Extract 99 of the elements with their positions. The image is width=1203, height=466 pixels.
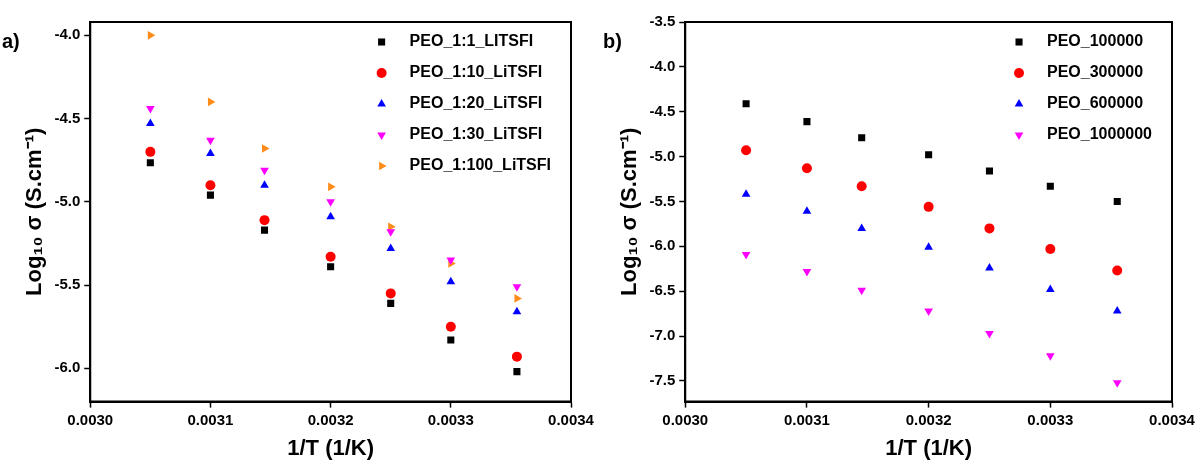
y-tick-label: -5.0 <box>649 146 676 164</box>
point <box>514 294 522 303</box>
legend-label: PEO_1:30_LiTSFI <box>409 125 543 143</box>
point <box>206 191 214 199</box>
point <box>326 211 335 220</box>
point <box>205 180 216 191</box>
point <box>924 242 933 250</box>
point <box>386 229 396 237</box>
point <box>1112 380 1122 388</box>
point <box>327 263 335 271</box>
point <box>1045 284 1055 292</box>
point <box>262 144 270 153</box>
x-tick-label: 0.0030 <box>67 410 114 428</box>
text: a) <box>2 29 20 52</box>
point <box>923 201 934 212</box>
x-tick-label: 0.0031 <box>783 410 830 428</box>
point <box>147 30 156 40</box>
point <box>512 284 522 292</box>
y-tick-label: -3.5 <box>649 12 676 30</box>
y-tick-label: -4.5 <box>649 101 676 119</box>
point <box>1113 197 1121 206</box>
point <box>741 145 752 156</box>
point <box>446 276 456 285</box>
y-tick-label: -4.0 <box>649 57 676 75</box>
legend-label: PEO_100000 <box>1047 32 1144 50</box>
y-tick-label: -5.0 <box>54 191 81 209</box>
point <box>857 287 867 296</box>
point <box>1045 244 1056 255</box>
legend-label: PEO_1:20_LiTSFI <box>409 94 543 112</box>
point <box>260 180 269 188</box>
point <box>924 308 933 316</box>
point <box>146 106 155 114</box>
legend-label: PEO_1:1_LITSFI <box>409 32 534 50</box>
point <box>1046 182 1054 190</box>
y-axis-title: Log₁₀ σ (S.cm⁻¹) <box>21 127 47 296</box>
point <box>858 134 866 142</box>
point <box>260 167 269 176</box>
y-tick-label: -5.5 <box>649 191 676 209</box>
point <box>146 118 155 127</box>
x-tick-label: 0.0034 <box>1149 410 1196 428</box>
x-tick-label: 0.0033 <box>1027 410 1074 428</box>
legend-label: PEO_1:10_LiTSFI <box>409 63 543 81</box>
point <box>387 299 395 307</box>
y-tick-label: -7.0 <box>649 326 676 344</box>
x-axis-title: 1/T (1/K) <box>885 434 973 460</box>
point <box>741 251 751 260</box>
point <box>207 97 216 107</box>
point <box>447 336 455 344</box>
y-tick-label: -6.5 <box>649 281 676 299</box>
x-tick-label: 0.0033 <box>427 410 474 428</box>
x-axis-title: 1/T (1/K) <box>287 434 375 460</box>
legend-label: PEO_1:100_LiTSFI <box>409 156 551 174</box>
legend-label: PEO_600000 <box>1047 94 1144 112</box>
point <box>985 330 994 339</box>
x-tick-label: 0.0032 <box>905 410 952 428</box>
point <box>206 137 215 146</box>
x-tick-label: 0.0034 <box>548 410 595 428</box>
point <box>1045 353 1055 361</box>
y-tick-label: -6.0 <box>649 236 676 254</box>
point <box>985 167 993 175</box>
point <box>259 215 270 226</box>
point <box>1112 265 1123 276</box>
y-tick-label: -7.5 <box>649 371 676 389</box>
point <box>742 100 750 108</box>
point <box>260 226 269 234</box>
point <box>925 151 933 159</box>
point <box>146 159 154 167</box>
y-tick-label: -4.5 <box>54 108 81 126</box>
point <box>512 306 522 315</box>
point <box>857 223 867 231</box>
point <box>985 262 994 271</box>
point <box>445 321 456 332</box>
x-tick-label: 0.0031 <box>187 410 234 428</box>
point <box>511 351 522 362</box>
point <box>385 288 396 299</box>
y-axis-title: Log₁₀ σ (S.cm⁻¹) <box>616 127 642 296</box>
point <box>856 181 867 192</box>
point <box>328 182 336 192</box>
point <box>206 148 215 157</box>
point <box>513 368 521 376</box>
point <box>145 146 156 157</box>
point <box>741 189 751 197</box>
point <box>325 251 336 262</box>
legend-label: PEO_1000000 <box>1047 125 1153 143</box>
text: b) <box>603 29 622 52</box>
point <box>326 199 335 207</box>
y-tick-label: -6.0 <box>54 358 81 376</box>
legend-label: PEO_300000 <box>1047 63 1144 81</box>
point <box>802 268 812 277</box>
y-tick-label: -5.5 <box>54 275 81 293</box>
y-tick-label: -4.0 <box>54 25 81 43</box>
x-tick-label: 0.0030 <box>662 410 709 428</box>
point <box>802 206 812 214</box>
point <box>1112 305 1122 314</box>
point <box>386 243 396 251</box>
point <box>984 223 995 234</box>
point <box>801 163 812 174</box>
x-tick-label: 0.0032 <box>307 410 354 428</box>
point <box>803 118 811 126</box>
